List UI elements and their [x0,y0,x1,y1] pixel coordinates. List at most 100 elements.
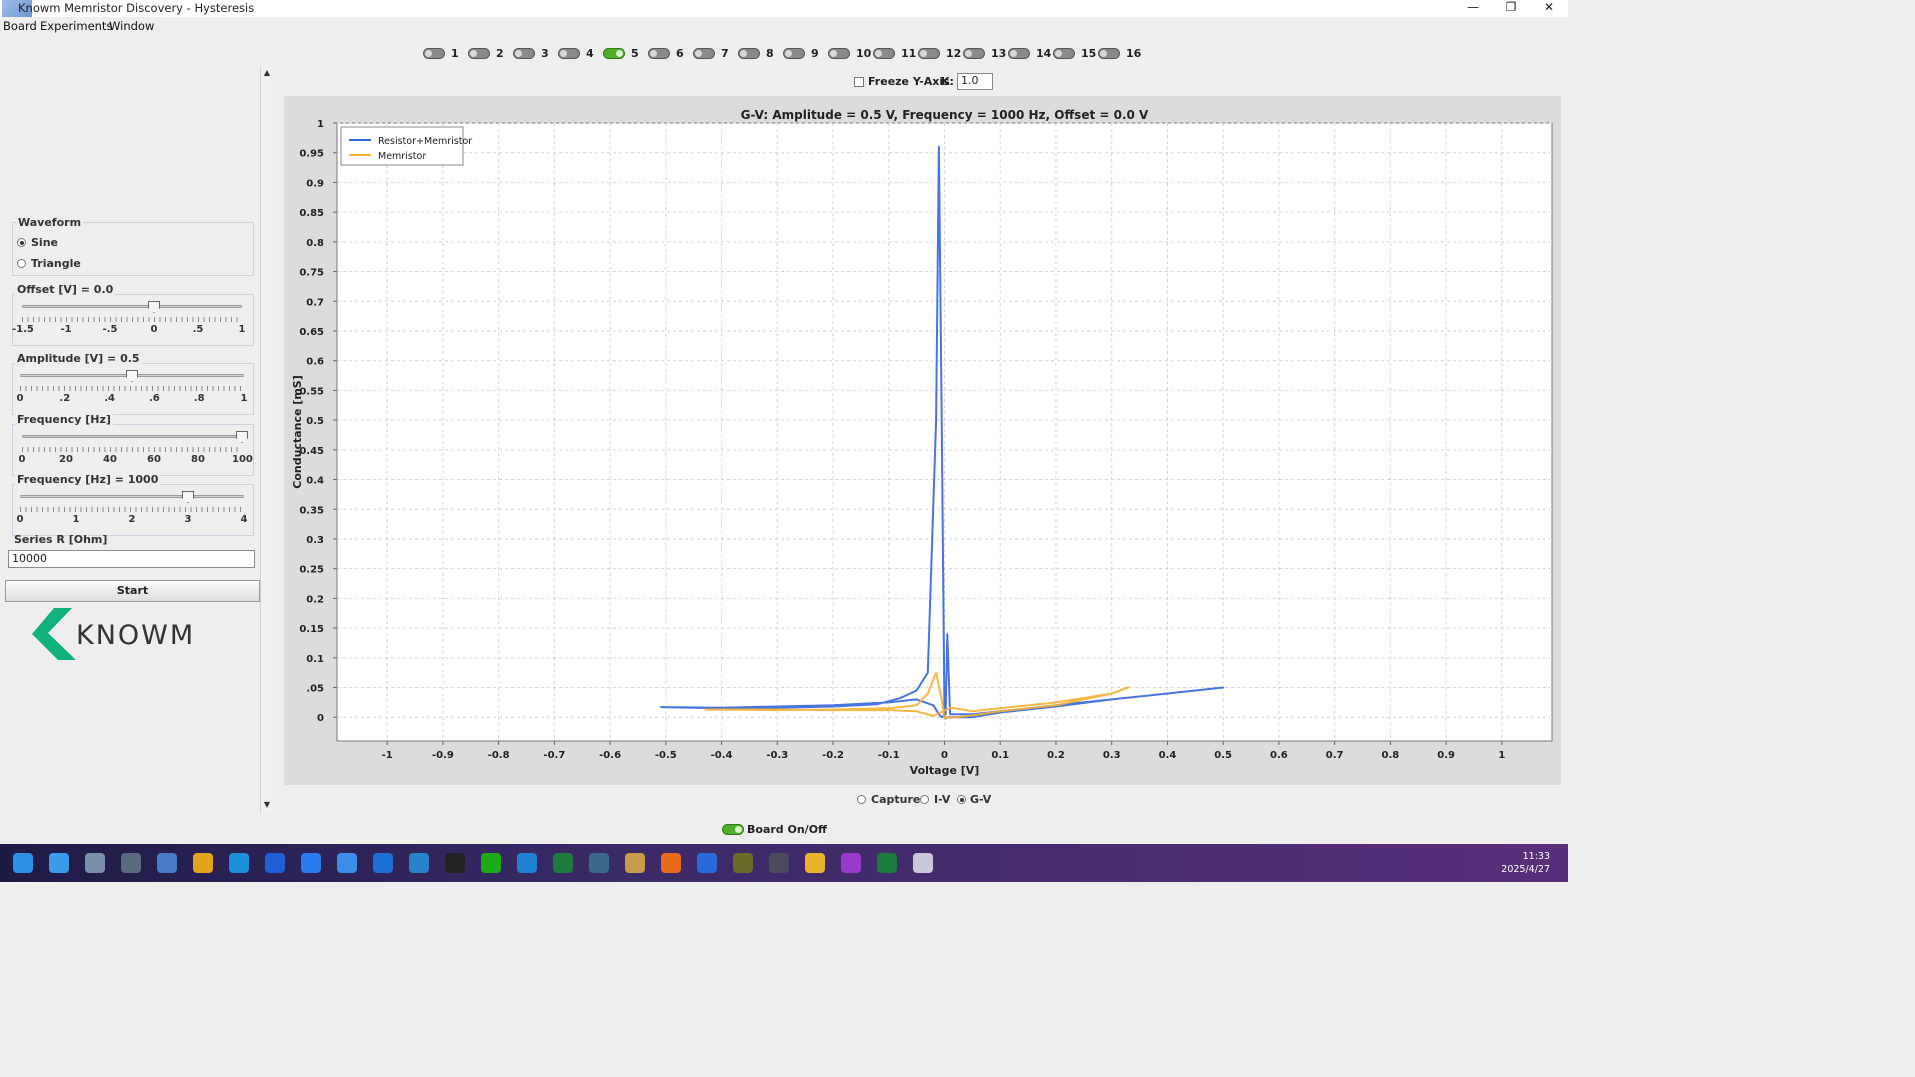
mx-icon[interactable] [409,853,429,873]
channel-toggle-icon[interactable] [513,47,535,59]
channel-toggle-icon[interactable] [1008,47,1030,59]
amplitude-slider-thumb[interactable] [126,370,138,382]
photos-icon[interactable] [157,853,177,873]
file-explorer-icon[interactable] [805,853,825,873]
iv-radio[interactable] [920,795,929,804]
frequency-pct-slider-thumb[interactable] [236,431,248,443]
menu-board[interactable]: Board [3,19,37,33]
channel-toggle-icon[interactable] [603,47,625,59]
channel-label: 12 [946,46,962,60]
wechat-icon[interactable] [481,853,501,873]
minimize-button[interactable]: — [1467,0,1479,14]
windows-start-icon[interactable] [13,853,33,873]
channel-5[interactable]: 5 [603,45,639,61]
left-panel-scrollbar[interactable] [260,67,274,813]
freeze-y-axis-checkbox[interactable] [854,77,864,87]
channel-label: 6 [676,46,684,60]
channel-toggle-icon[interactable] [918,47,940,59]
capture-radio[interactable] [857,795,866,804]
x-tick-label: 0.6 [1270,750,1288,761]
channel-6[interactable]: 6 [648,45,684,61]
v-app-icon[interactable] [697,853,717,873]
feishu-icon[interactable] [301,853,321,873]
contacts-icon[interactable] [337,853,357,873]
channel-16[interactable]: 16 [1098,45,1141,61]
offset-slider-track[interactable] [22,305,242,308]
channel-7[interactable]: 7 [693,45,729,61]
chrome-icon[interactable] [193,853,213,873]
app-v-icon[interactable] [265,853,285,873]
channel-label: 4 [586,46,594,60]
compass-icon[interactable] [589,853,609,873]
k-app-icon[interactable] [373,853,393,873]
channel-toggle-icon[interactable] [468,47,490,59]
y-tick-label: 0.65 [299,327,324,338]
series-line-0 [660,145,1225,720]
capture-label: Capture [871,793,921,806]
excel-icon[interactable] [877,853,897,873]
frequency-exp-slider-track[interactable] [20,495,244,498]
excel-green-icon[interactable] [553,853,573,873]
y-tick-label: 0.1 [306,654,324,665]
sine-radio[interactable] [17,238,26,247]
channel-toggle-icon[interactable] [1098,47,1120,59]
waveform-group [12,222,254,276]
offset-slider-thumb[interactable] [148,301,160,313]
channel-1[interactable]: 1 [423,45,459,61]
y-tick-label: 0.6 [306,357,324,368]
frequency-exp-tick-label: 2 [128,514,136,525]
restore-button[interactable]: ❐ [1505,0,1517,14]
channel-14[interactable]: 14 [1008,45,1051,61]
channel-3[interactable]: 3 [513,45,549,61]
channel-toggle-icon[interactable] [738,47,760,59]
notepad-icon[interactable] [49,853,69,873]
menu-window[interactable]: Window [109,19,155,33]
channel-8[interactable]: 8 [738,45,774,61]
scroll-down-icon[interactable]: ▼ [263,800,271,809]
start-button[interactable]: Start [5,580,260,602]
triangle-radio[interactable] [17,259,26,268]
channel-12[interactable]: 12 [918,45,961,61]
channel-11[interactable]: 11 [873,45,916,61]
gv-radio[interactable] [957,795,966,804]
channel-toggle-icon[interactable] [783,47,805,59]
channel-13[interactable]: 13 [963,45,1006,61]
purple-app-icon[interactable] [841,853,861,873]
calculator-icon[interactable] [121,853,141,873]
qq-icon[interactable] [445,853,465,873]
paint-icon[interactable] [913,853,933,873]
board-toggle[interactable] [722,824,744,835]
channel-toggle-icon[interactable] [1053,47,1075,59]
channel-9[interactable]: 9 [783,45,819,61]
arrow-app-icon[interactable] [661,853,681,873]
close-button[interactable]: ✕ [1543,0,1555,14]
channel-toggle-icon[interactable] [828,47,850,59]
y-tick-label: 0.4 [306,476,324,487]
channel-2[interactable]: 2 [468,45,504,61]
frequency-pct-slider-track[interactable] [22,435,242,438]
channel-15[interactable]: 15 [1053,45,1096,61]
spu-icon[interactable] [733,853,753,873]
channel-4[interactable]: 4 [558,45,594,61]
y-tick-label: 0.3 [306,535,324,546]
menu-experiments[interactable]: Experiments [40,19,113,33]
channel-10[interactable]: 10 [828,45,871,61]
frequency-exp-slider-thumb[interactable] [182,491,194,503]
edge-icon[interactable] [229,853,249,873]
channel-toggle-icon[interactable] [693,47,715,59]
channel-toggle-icon[interactable] [873,47,895,59]
vscode-icon[interactable] [517,853,537,873]
series-r-input[interactable]: 10000 [8,550,255,568]
frequency-exp-tick-label: 3 [184,514,192,525]
frequency-pct-tick-label: 80 [191,454,205,465]
network-icon[interactable] [769,853,789,873]
channel-toggle-icon[interactable] [963,47,985,59]
folder-app-icon[interactable] [625,853,645,873]
channel-toggle-icon[interactable] [648,47,670,59]
y-tick-label: 1 [317,119,324,130]
k-input[interactable]: 1.0 [957,73,993,90]
settings-icon[interactable] [85,853,105,873]
scroll-up-icon[interactable]: ▲ [263,68,271,77]
channel-toggle-icon[interactable] [558,47,580,59]
channel-toggle-icon[interactable] [423,47,445,59]
